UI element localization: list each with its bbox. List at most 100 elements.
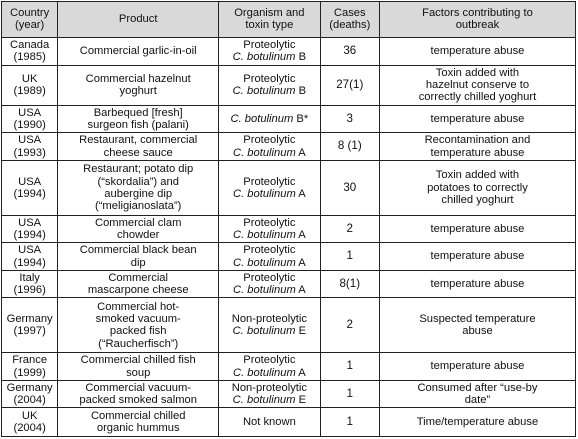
- product-line: Commercial chilled: [90, 409, 186, 422]
- product-line: Barbequed [fresh]: [93, 106, 183, 119]
- country-name: USA: [18, 216, 42, 229]
- organism-species: C. botulinum: [232, 394, 296, 407]
- table-row: Germany (2004) Commercial vacuum-packed sm…: [0, 379, 577, 409]
- cell-organism: Not known: [218, 407, 321, 437]
- cell-country: USA (1994): [0, 242, 59, 271]
- organism-prefix: Proteolytic: [243, 72, 296, 85]
- organism-species: C. botulinum: [232, 85, 296, 98]
- cell-factors: Time/temperature abuse: [378, 407, 577, 437]
- table-row: Canada (1985) Commercial garlic-in-oil Prot…: [0, 37, 577, 66]
- country-name: UK: [21, 72, 38, 85]
- product-line: (“meligianoslata”): [94, 200, 182, 213]
- cell-organism: Proteolytic C. botulinum A: [218, 214, 321, 244]
- factor-line: temperature abuse: [430, 277, 525, 290]
- cell-organism: Non-proteolytic C. botulinum E: [218, 379, 321, 409]
- table-row: Italy (1996) Commercial mascarpone cheese Pr…: [0, 269, 577, 299]
- cell-factors: temperature abuse: [378, 104, 577, 134]
- product-line: Commercial: [108, 271, 169, 284]
- factor-line: Consumed after “use-by: [417, 381, 538, 394]
- cell-factors: Toxin added with hazelnut conserve to corr…: [378, 64, 577, 106]
- organism-species: C. botulinum: [232, 146, 296, 159]
- cell-country: USA (1994): [0, 214, 59, 244]
- product-line: aubergine dip: [104, 187, 173, 200]
- product-line: organic hummus: [96, 422, 180, 435]
- factor-line: Toxin added with: [435, 66, 520, 79]
- product-line: Commercial vacuum-: [85, 381, 192, 394]
- product-line: chowder: [117, 229, 160, 242]
- cell-cases: 1: [319, 352, 380, 381]
- cell-country: Canada (1985): [0, 37, 59, 66]
- product-line: soup: [126, 366, 151, 379]
- cell-cases: 8 (1): [319, 132, 380, 161]
- cell-product: Commercial garlic-in-oil: [57, 37, 220, 66]
- product-line: Commercial hazelnut: [85, 72, 191, 85]
- organism-species: C. botulinum: [232, 51, 296, 64]
- cell-country: Germany (2004): [0, 379, 59, 409]
- organism-toxin-type: A: [295, 187, 306, 200]
- cell-organism: Proteolytic C. botulinum A: [218, 352, 321, 381]
- country-year: (1985): [13, 51, 46, 64]
- product-line: Commercial chilled fish: [80, 354, 196, 367]
- country-year: (2004): [13, 394, 46, 407]
- product-line: dip: [130, 256, 146, 269]
- cell-cases: 27(1): [319, 64, 380, 106]
- cell-product: Commercial chilled fish soup: [57, 352, 220, 381]
- organism-toxin-type: A: [295, 146, 306, 159]
- product-line: smoked vacuum-: [95, 313, 181, 326]
- cell-cases: 36: [319, 37, 380, 66]
- cell-factors: temperature abuse: [378, 352, 577, 381]
- organism-prefix: Proteolytic: [243, 244, 296, 257]
- organism-species: C. botulinum: [232, 256, 296, 269]
- header-organism: Organism and toxin type: [218, 1, 321, 38]
- country-name: USA: [18, 106, 42, 119]
- cell-product: Commercial clam chowder: [57, 214, 220, 244]
- table-header-row: Country (year) Product Organism and toxi…: [0, 1, 577, 38]
- organism-species: C. botulinum: [230, 112, 294, 125]
- organism-species: C. botulinum: [232, 229, 296, 242]
- header-factors: Factors contributing to outbreak: [378, 1, 577, 38]
- country-year: (1996): [13, 284, 46, 297]
- country-name: USA: [18, 175, 42, 188]
- cell-product: Commercial black bean dip: [57, 242, 220, 271]
- country-year: (1997): [13, 325, 46, 338]
- country-year: (1994): [13, 256, 46, 269]
- cell-product: Restaurant; potato dip (“skordalia”) and a…: [57, 159, 220, 216]
- factor-line: Time/temperature abuse: [416, 416, 539, 428]
- table-row: USA (1994) Commercial black bean dip Proteol…: [0, 242, 577, 271]
- header-cases: Cases (deaths): [319, 1, 380, 38]
- organism-toxin-type: A: [295, 256, 306, 269]
- product-line: packed smoked salmon: [79, 394, 197, 407]
- header-country: Country (year): [0, 1, 59, 38]
- organism-toxin-type: E: [295, 325, 307, 338]
- cell-factors: Suspected temperature abuse: [378, 297, 577, 354]
- factor-line: abuse: [462, 325, 493, 338]
- country-name: Italy: [19, 271, 40, 284]
- organism-species: C. botulinum: [232, 187, 296, 200]
- country-name: Germany: [6, 381, 53, 394]
- table-body: Canada (1985) Commercial garlic-in-oil Prot…: [0, 37, 577, 437]
- cell-cases: 1: [319, 407, 380, 437]
- organism-prefix: Proteolytic: [243, 134, 296, 147]
- organism-prefix: Proteolytic: [243, 354, 296, 367]
- organism-toxin-type: A: [295, 284, 306, 297]
- country-name: France: [12, 354, 48, 367]
- factor-line: temperature abuse: [430, 112, 525, 125]
- cell-cases: 30: [319, 159, 380, 216]
- organism-prefix: Proteolytic: [243, 216, 296, 229]
- country-year: (2004): [13, 422, 46, 435]
- product-line: Commercial clam: [94, 216, 182, 229]
- cell-factors: temperature abuse: [378, 214, 577, 244]
- cell-organism: Proteolytic C. botulinum B: [218, 37, 321, 66]
- organism-prefix: Proteolytic: [243, 271, 296, 284]
- country-year: (1993): [13, 146, 46, 159]
- organism-species: C. botulinum: [232, 284, 296, 297]
- cell-factors: temperature abuse: [378, 37, 577, 66]
- cell-factors: Toxin added with potatoes to correctly chi…: [378, 159, 577, 216]
- cell-country: Germany (1997): [0, 297, 59, 354]
- table-row: USA (1994) Restaurant; potato dip (“skordal…: [0, 159, 577, 216]
- country-year: (1989): [13, 85, 46, 98]
- organism-toxin-type: A: [295, 366, 306, 379]
- factor-line: correctly chilled yoghurt: [418, 91, 537, 104]
